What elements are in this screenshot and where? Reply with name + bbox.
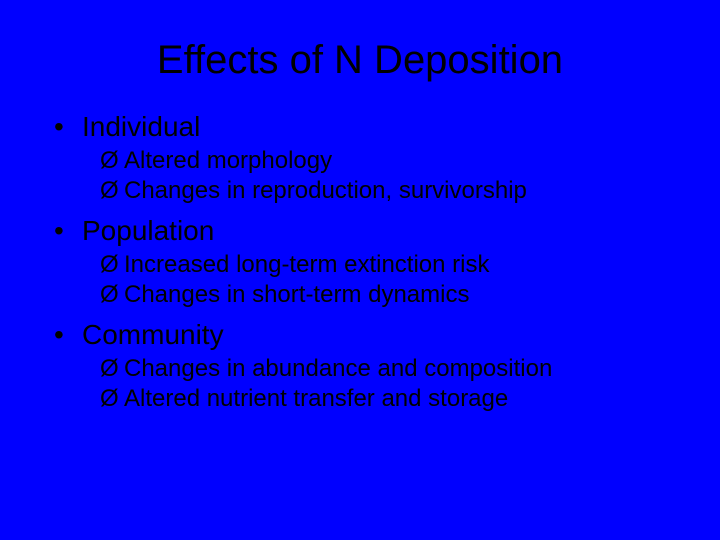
section-community: • Community Ø Changes in abundance and c… xyxy=(48,319,672,413)
sub-row: Ø Altered morphology xyxy=(100,147,672,175)
bullet-row: • Community xyxy=(54,319,672,351)
bullet-heading: Population xyxy=(82,215,214,247)
bullet-heading: Individual xyxy=(82,111,200,143)
sub-row: Ø Altered nutrient transfer and storage xyxy=(100,385,672,413)
arrow-icon: Ø xyxy=(100,281,124,309)
section-individual: • Individual Ø Altered morphology Ø Chan… xyxy=(48,111,672,205)
sub-item-text: Increased long-term extinction risk xyxy=(124,251,489,279)
sub-item-text: Altered nutrient transfer and storage xyxy=(124,385,508,413)
sub-item-text: Changes in abundance and composition xyxy=(124,355,552,383)
bullet-row: • Individual xyxy=(54,111,672,143)
sub-row: Ø Changes in reproduction, survivorship xyxy=(100,177,672,205)
arrow-icon: Ø xyxy=(100,385,124,413)
bullet-heading: Community xyxy=(82,319,224,351)
arrow-icon: Ø xyxy=(100,355,124,383)
sub-item-text: Changes in reproduction, survivorship xyxy=(124,177,527,205)
slide-title: Effects of N Deposition xyxy=(48,38,672,83)
bullet-row: • Population xyxy=(54,215,672,247)
bullet-dot-icon: • xyxy=(54,111,82,143)
sub-row: Ø Changes in short-term dynamics xyxy=(100,281,672,309)
bullet-dot-icon: • xyxy=(54,215,82,247)
bullet-dot-icon: • xyxy=(54,319,82,351)
sub-row: Ø Increased long-term extinction risk xyxy=(100,251,672,279)
arrow-icon: Ø xyxy=(100,147,124,175)
slide: Effects of N Deposition • Individual Ø A… xyxy=(0,0,720,540)
section-population: • Population Ø Increased long-term extin… xyxy=(48,215,672,309)
sub-item-text: Altered morphology xyxy=(124,147,332,175)
sub-row: Ø Changes in abundance and composition xyxy=(100,355,672,383)
arrow-icon: Ø xyxy=(100,177,124,205)
sub-item-text: Changes in short-term dynamics xyxy=(124,281,469,309)
arrow-icon: Ø xyxy=(100,251,124,279)
